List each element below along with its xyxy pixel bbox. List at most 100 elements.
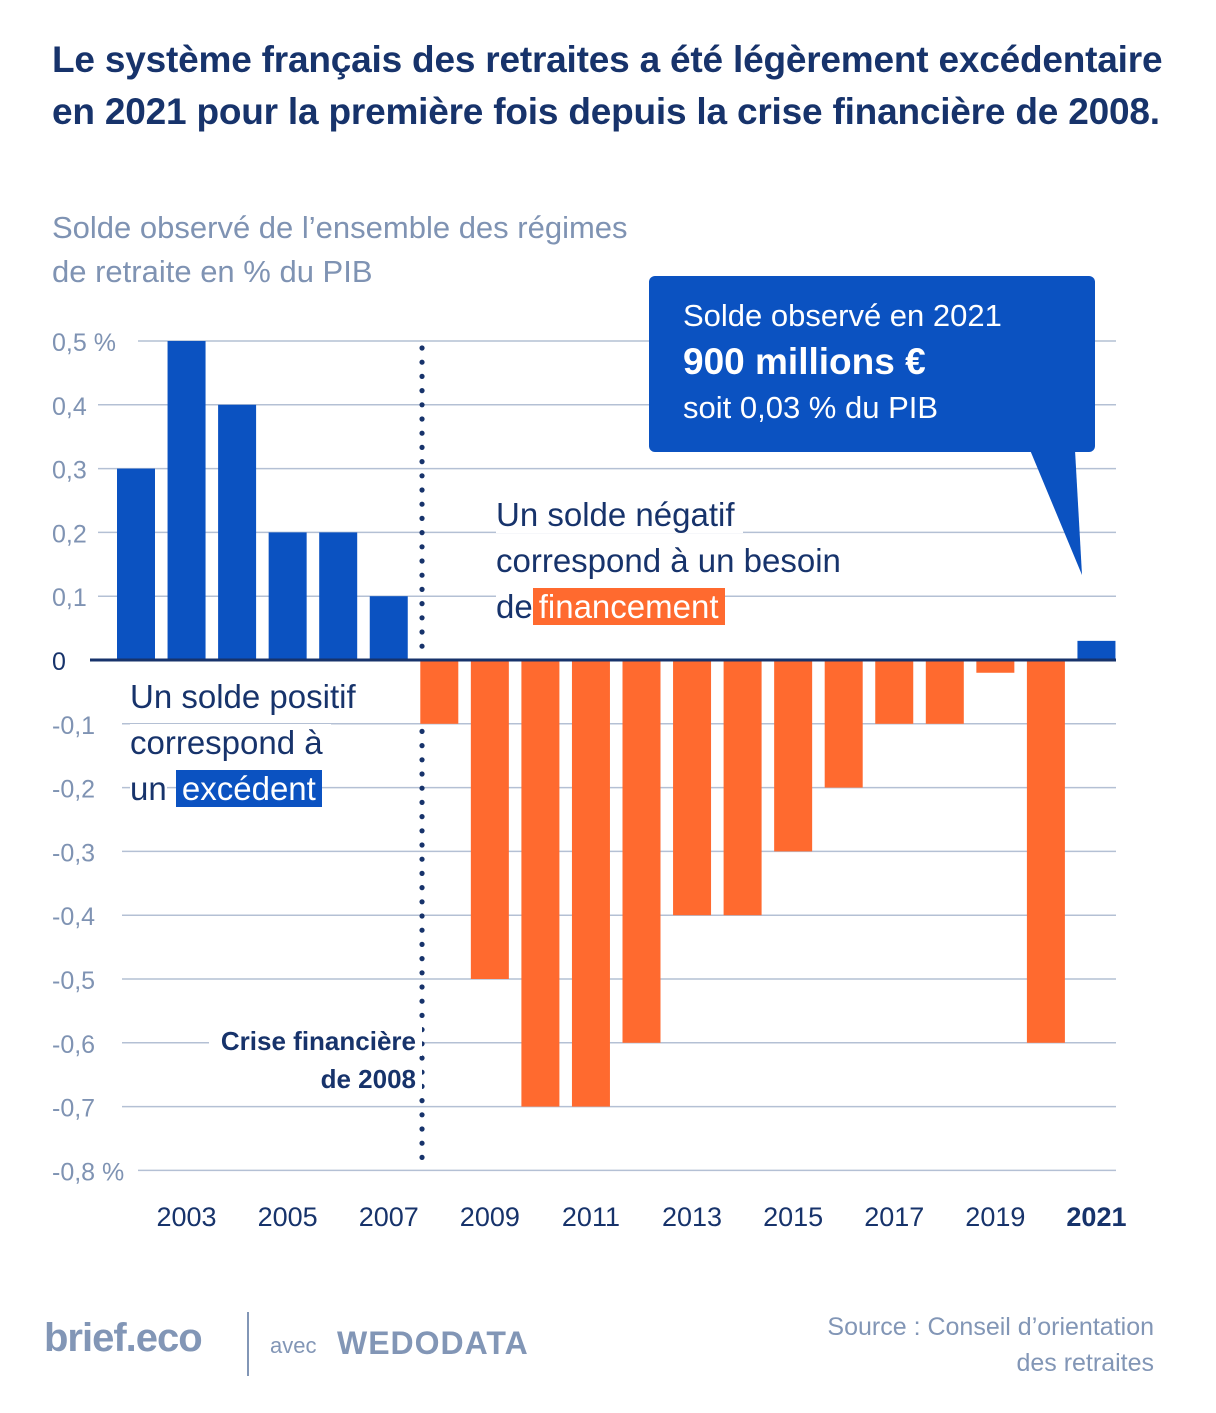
crisis-dot	[419, 487, 425, 493]
bar-2013	[673, 661, 712, 916]
crisis-label-line-2: de 2008	[308, 1064, 422, 1094]
crisis-dot	[419, 828, 425, 834]
source-line-1: Source : Conseil d’orientation	[827, 1313, 1154, 1341]
bar-2012	[622, 661, 661, 1043]
x-tick-label: 2019	[965, 1202, 1025, 1232]
chart-title: Le système français des retraites a été …	[52, 39, 1163, 132]
y-tick-label: 0,1	[52, 584, 87, 612]
crisis-dot	[419, 558, 425, 564]
y-tick-label: 0	[52, 648, 66, 676]
crisis-dot	[419, 1154, 425, 1160]
crisis-dot	[419, 941, 425, 948]
wedodata-logo: WEDODATA	[337, 1325, 529, 1361]
crisis-dot	[419, 771, 425, 777]
crisis-dot	[419, 1126, 425, 1132]
x-tick-label: 2011	[562, 1202, 620, 1232]
negative-balance-note: Un solde négatif correspond à un besoin …	[496, 492, 849, 630]
crisis-dot	[419, 956, 425, 962]
crisis-dot	[419, 913, 425, 919]
bar-2020	[1026, 661, 1065, 1043]
crisis-dot	[419, 444, 425, 450]
y-tick-label: 0,2	[52, 520, 87, 548]
crisis-dot	[419, 402, 425, 408]
crisis-dot	[419, 870, 425, 877]
chart-subtitle: Solde observé de l’ensemble des régimes …	[52, 210, 628, 289]
source-note: Source : Conseil d’orientation des retra…	[734, 1309, 1154, 1381]
bar-2010	[521, 661, 560, 1107]
crisis-dot	[419, 728, 425, 735]
crisis-dot	[419, 743, 425, 749]
crisis-dot	[419, 373, 425, 379]
bar-2007	[369, 596, 408, 659]
x-tick-label: 2015	[763, 1202, 823, 1232]
x-axis-labels: 2003 2005 2007 2009 2011 2013 2015 2017 2019 2021	[157, 1202, 1127, 1232]
callout-2021: Solde observé en 2021 900 millions € soi…	[649, 276, 1095, 452]
bar-2016	[824, 661, 863, 788]
footer-divider	[247, 1312, 249, 1376]
negative-note-line-1: Un solde négatif	[496, 496, 743, 533]
crisis-dot	[419, 345, 425, 351]
crisis-dot	[419, 885, 425, 891]
x-tick-label: 2009	[460, 1202, 520, 1232]
y-tick-label: 0,5 %	[52, 329, 116, 357]
bar-2019	[976, 661, 1015, 673]
crisis-dot	[419, 1140, 425, 1146]
crisis-dot	[419, 856, 425, 862]
crisis-label: Crise financière de 2008	[150, 1022, 422, 1098]
crisis-dot	[419, 501, 425, 507]
y-tick-label: 0,3	[52, 457, 87, 485]
y-axis-labels: 0,5 % 0,4 0,3 0,2 0,1 0 -0,1 -0,2 -0,3 -0,4 -0,5 -0…	[52, 329, 124, 1186]
bar-2021	[1077, 640, 1116, 659]
y-tick-label: -0,5	[52, 967, 95, 995]
y-tick-label: -0,3	[52, 839, 95, 867]
crisis-dot	[419, 1055, 425, 1061]
bar-2015	[774, 661, 813, 852]
crisis-dot	[419, 643, 425, 649]
financement-highlight: financement	[532, 588, 725, 625]
crisis-dot	[419, 757, 425, 763]
bar-2004	[218, 404, 257, 659]
crisis-dot	[419, 998, 425, 1004]
bar-2018	[925, 661, 964, 724]
callout-line-3: soit 0,03 % du PIB	[683, 390, 939, 425]
crisis-dot	[419, 970, 425, 976]
x-tick-label: 2005	[258, 1202, 318, 1232]
crisis-dot	[419, 927, 425, 933]
crisis-dot	[419, 799, 425, 806]
x-tick-label: 2007	[359, 1202, 419, 1232]
crisis-dot	[419, 984, 425, 990]
y-tick-label: -0,6	[52, 1031, 95, 1059]
callout-line-1: Solde observé en 2021	[683, 298, 1002, 333]
crisis-dot	[419, 615, 425, 621]
positive-balance-note: Un solde positif correspond à un excéden…	[130, 674, 364, 812]
positive-note-line-3: un	[130, 770, 167, 807]
bar-2006	[319, 532, 358, 659]
bar-2017	[875, 661, 914, 724]
crisis-dot	[419, 388, 425, 394]
crisis-dot	[419, 473, 425, 479]
crisis-dot	[419, 430, 425, 436]
bars	[117, 341, 1116, 1107]
crisis-dot	[419, 586, 425, 593]
crisis-dot	[419, 601, 425, 607]
negative-note-line-2: correspond à un besoin	[496, 542, 849, 579]
crisis-dot	[419, 530, 425, 536]
positive-note-line-2: correspond à	[130, 724, 331, 761]
footer-avec: avec	[270, 1333, 317, 1358]
callout-amount: 900 millions €	[683, 341, 926, 382]
y-tick-label: -0,1	[52, 712, 95, 740]
x-tick-label: 2017	[864, 1202, 924, 1232]
y-tick-label: -0,4	[52, 903, 95, 931]
crisis-dot	[419, 899, 425, 905]
bar-2003	[167, 341, 206, 659]
y-tick-label: -0,8 %	[52, 1158, 124, 1186]
bar-2005	[268, 532, 307, 659]
crisis-dot	[419, 1012, 425, 1019]
crisis-label-line-1: Crise financière	[208, 1026, 422, 1056]
crisis-dot	[419, 572, 425, 578]
crisis-dot	[419, 785, 425, 791]
crisis-dot	[419, 416, 425, 422]
crisis-dot	[419, 814, 425, 820]
x-tick-label: 2013	[662, 1202, 722, 1232]
